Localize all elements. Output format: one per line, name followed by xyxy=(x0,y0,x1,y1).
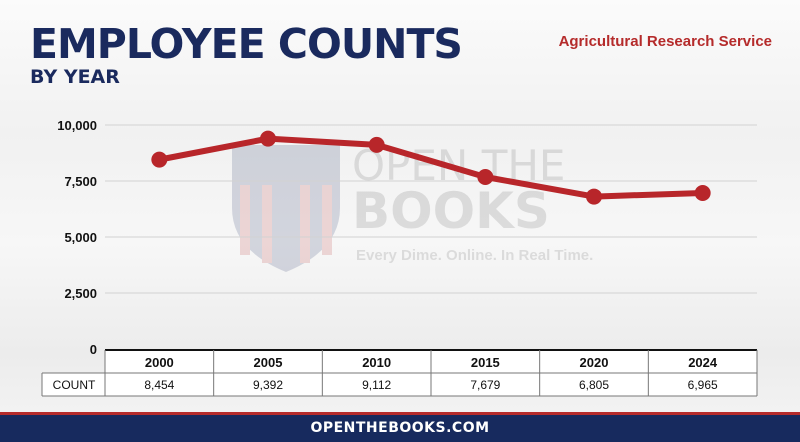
data-table: COUNT 2000 8,454 2005 9,392 2010 9,112 2015 7,67… xyxy=(41,349,758,397)
x-tick-label: 2000 xyxy=(145,355,174,370)
y-axis: 0 2,500 5,000 7,500 10,000 xyxy=(57,118,97,357)
data-point xyxy=(477,168,494,185)
data-point xyxy=(260,130,276,147)
watermark-line2: BOOKS xyxy=(352,182,550,240)
data-value-label: 6,805 xyxy=(579,378,609,392)
data-value-label: 9,112 xyxy=(362,378,391,392)
y-tick-label: 5,000 xyxy=(64,230,97,245)
employee-line-chart: OPEN THE BOOKS Every Dime. Online. In Re… xyxy=(41,118,758,397)
data-point xyxy=(694,184,711,201)
watermark: OPEN THE BOOKS Every Dime. Online. In Re… xyxy=(232,141,593,272)
data-point xyxy=(586,188,602,205)
x-tick-label: 2015 xyxy=(471,355,500,370)
page-subtitle: BY YEAR xyxy=(30,66,120,88)
grid-lines xyxy=(105,124,757,294)
data-value-label: 8,454 xyxy=(144,378,174,392)
y-tick-label: 7,500 xyxy=(64,174,97,189)
footer-banner: OPENTHEBOOKS.COM xyxy=(0,412,800,442)
data-point xyxy=(368,136,385,153)
x-tick-label: 2005 xyxy=(254,355,283,370)
x-tick-label: 2024 xyxy=(688,355,718,370)
x-tick-label: 2010 xyxy=(362,355,391,370)
y-tick-label: 0 xyxy=(90,342,97,357)
y-tick-label: 10,000 xyxy=(57,118,97,133)
agency-name: Agricultural Research Service xyxy=(558,33,772,50)
data-value-label: 9,392 xyxy=(253,378,283,392)
shield-icon xyxy=(232,145,340,272)
data-point xyxy=(151,151,168,168)
series-line xyxy=(156,135,706,200)
series-count xyxy=(151,130,711,205)
y-tick-label: 2,500 xyxy=(64,286,97,301)
table-row-label: COUNT xyxy=(53,378,96,392)
table-value-row xyxy=(42,373,757,396)
page-title: EMPLOYEE COUNTS xyxy=(30,20,463,68)
watermark-tagline: Every Dime. Online. In Real Time. xyxy=(356,247,593,264)
data-value-label: 6,965 xyxy=(688,378,718,392)
x-tick-label: 2020 xyxy=(580,355,609,370)
data-value-label: 7,679 xyxy=(470,378,500,392)
